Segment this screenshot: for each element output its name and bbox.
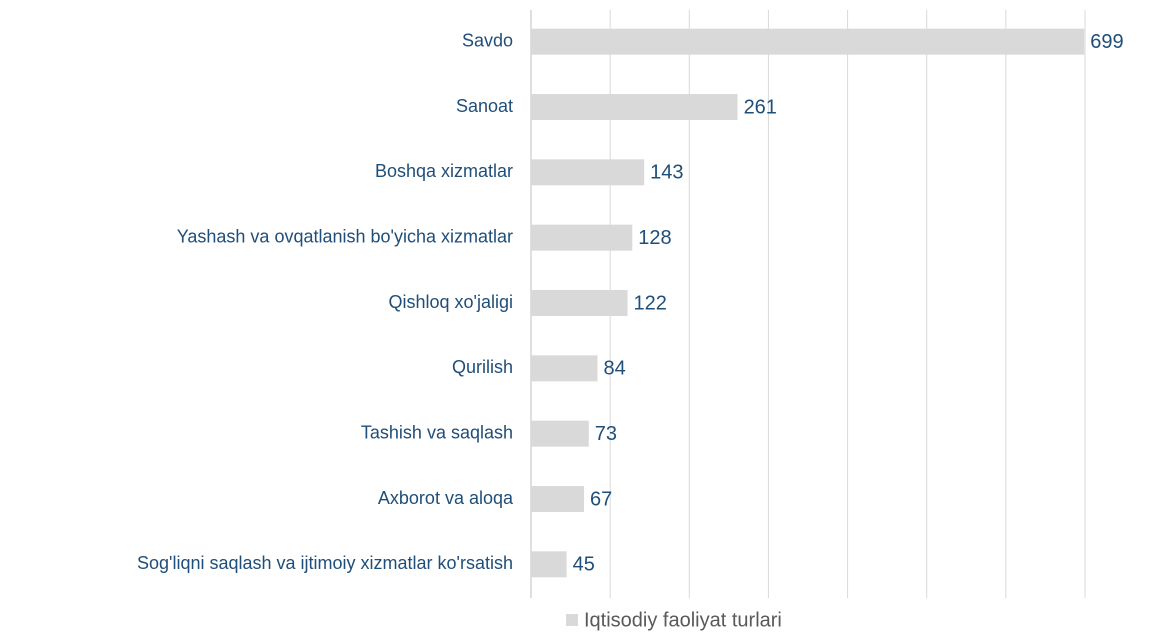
category-label: Qishloq xo'jaligi (389, 292, 514, 312)
bar (531, 486, 585, 512)
category-label: Yashash va ovqatlanish bo'yicha xizmatla… (177, 226, 513, 246)
bar (531, 94, 738, 120)
data-label: 261 (744, 96, 777, 118)
bar (531, 551, 567, 578)
category-label: Axborot va aloqa (378, 488, 514, 508)
bar (531, 355, 598, 382)
data-label: 67 (590, 488, 612, 510)
legend-label: Iqtisodiy faoliyat turlari (584, 609, 782, 631)
data-label: 143 (650, 162, 683, 184)
legend-swatch (566, 614, 578, 626)
data-label: 73 (595, 423, 617, 445)
bar (531, 290, 628, 316)
bar (531, 159, 645, 186)
category-label: Savdo (462, 30, 513, 50)
bar (531, 224, 633, 251)
data-label: 699 (1090, 31, 1123, 53)
category-label: Sanoat (456, 96, 513, 116)
data-label: 122 (634, 292, 667, 314)
category-label: Tashish va saqlash (361, 422, 513, 442)
category-label: Boshqa xizmatlar (375, 161, 513, 181)
bar (531, 420, 589, 447)
data-label: 84 (603, 358, 625, 380)
category-label: Qurilish (452, 357, 513, 377)
category-label: Sog'liqni saqlash va ijtimoiy xizmatlar … (137, 553, 513, 573)
bar (531, 28, 1085, 55)
data-label: 45 (573, 554, 595, 576)
data-label: 128 (638, 227, 671, 249)
